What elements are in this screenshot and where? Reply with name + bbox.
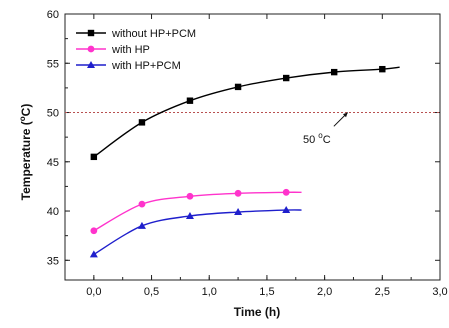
- y-tick-label: 35: [47, 255, 59, 267]
- legend-marker: [87, 29, 95, 37]
- legend-marker: [87, 45, 95, 53]
- data-point: [137, 221, 146, 229]
- legend-marker: [87, 61, 95, 68]
- data-point: [330, 68, 338, 76]
- data-point: [138, 119, 146, 126]
- x-tick-label: 2,0: [317, 286, 332, 298]
- data-point: [282, 74, 290, 82]
- data-point: [234, 208, 243, 216]
- y-axis-title-main: Temperature (: [19, 121, 33, 200]
- series-line: [93, 191, 302, 232]
- data-point: [234, 189, 242, 197]
- data-point: [89, 250, 98, 258]
- legend-label: with HP+PCM: [111, 60, 181, 72]
- x-tick-label: 1,0: [202, 286, 217, 298]
- x-tick-label: 1,5: [259, 286, 274, 298]
- data-point: [186, 192, 194, 200]
- y-tick-label: 60: [47, 9, 59, 21]
- annotation-text-tail: C: [323, 134, 331, 146]
- data-point: [138, 200, 146, 208]
- data-point: [185, 211, 194, 219]
- y-axis-title: Temperature (oC): [18, 104, 33, 201]
- annotation: 50 oC: [303, 112, 349, 146]
- data-point: [90, 227, 98, 235]
- series-line: [93, 209, 302, 255]
- x-tick-label: 3,0: [432, 286, 447, 298]
- y-axis-title-sup: o: [18, 116, 27, 121]
- legend-label: with HP: [111, 44, 150, 56]
- annotation-text-sup: o: [318, 131, 323, 140]
- plot-frame: [64, 13, 441, 281]
- data-point: [379, 65, 386, 73]
- y-tick-label: 50: [47, 108, 59, 120]
- annotation-label: 50 oC: [303, 131, 331, 146]
- annotation-arrowhead: [342, 112, 348, 118]
- annotation-text-main: 50: [303, 134, 318, 146]
- legend: without HP+PCM with HP with HP+PCM: [76, 28, 196, 72]
- data-point: [186, 97, 194, 104]
- plot-area: [64, 13, 441, 281]
- series-1: [90, 188, 302, 235]
- data-point: [234, 83, 242, 91]
- legend-label: without HP+PCM: [111, 28, 196, 40]
- y-tick-label: 55: [47, 58, 59, 70]
- y-tick-label: 40: [47, 206, 59, 218]
- y-tick-label: 45: [47, 157, 59, 169]
- series-group: [89, 65, 400, 258]
- data-point: [90, 153, 98, 161]
- data-point: [282, 206, 291, 214]
- axes: 0,0 0,5 1,0 1,5 2,0 2,5 3,0 35 40 45 50 55 60: [47, 9, 448, 298]
- y-axis-title-tail: C): [19, 104, 33, 117]
- series-0: [90, 65, 400, 161]
- data-point: [282, 188, 290, 196]
- x-axis-title: Time (h): [234, 305, 280, 319]
- x-tick-label: 0,0: [86, 286, 101, 298]
- x-tick-label: 0,5: [144, 286, 159, 298]
- series-2: [89, 206, 302, 258]
- x-tick-label: 2,5: [375, 286, 390, 298]
